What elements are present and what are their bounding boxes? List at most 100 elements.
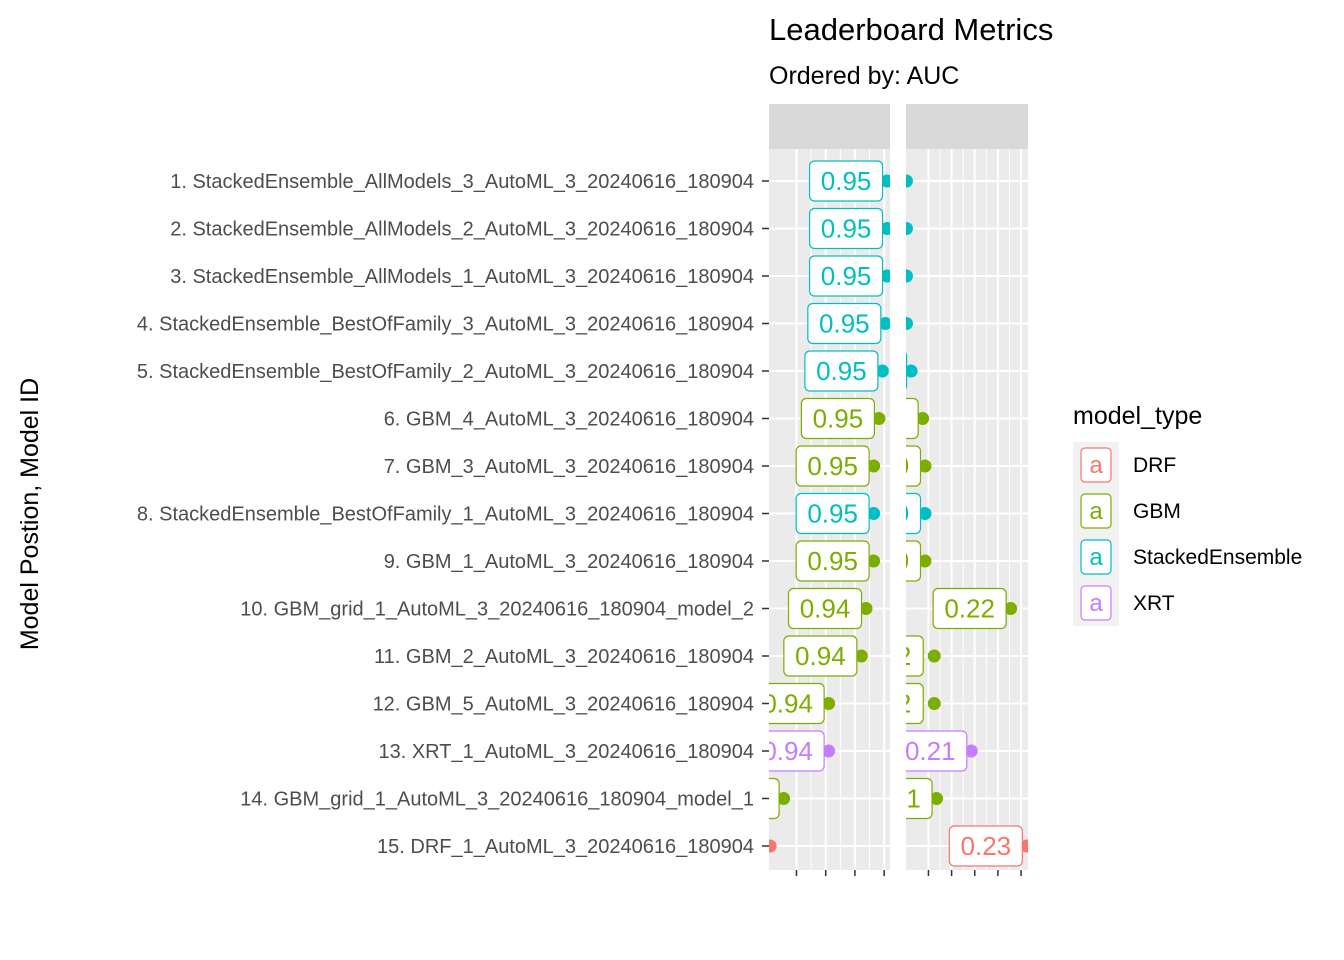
data-label: 0.95 <box>821 261 872 291</box>
legend-key-box <box>1080 539 1112 575</box>
data-label: 0.19 <box>856 404 907 434</box>
data-point <box>927 697 941 710</box>
data-label: 0.95 <box>807 499 858 529</box>
data-point <box>1004 602 1018 615</box>
data-label: 0.19 <box>859 451 910 481</box>
chart-title: Leaderboard Metrics <box>769 12 1053 47</box>
chart-subtitle: Ordered by: AUC <box>769 62 959 90</box>
data-point <box>859 602 873 615</box>
legend-key-glyph: a <box>1089 498 1103 525</box>
data-point <box>918 459 932 473</box>
y-tick-label: 9. GBM_1_AutoML_3_20240616_180904 <box>384 551 754 573</box>
data-label-box <box>906 397 919 440</box>
y-tick-label: 2. StackedEnsemble_AllModels_2_AutoML_3_… <box>170 219 754 241</box>
data-point <box>878 317 890 330</box>
data-label-box <box>787 587 863 630</box>
data-point <box>875 364 889 378</box>
data-label: 0.22 <box>944 594 995 624</box>
data-label-box <box>808 207 884 250</box>
y-tick-label: 12. GBM_5_AutoML_3_20240616_180904 <box>373 694 754 716</box>
data-label-box <box>795 492 870 535</box>
data-label-box <box>808 160 884 202</box>
data-label-box <box>906 352 908 390</box>
data-label-box <box>906 682 924 725</box>
data-point <box>916 412 930 425</box>
y-axis-title: Model Postion, Model ID <box>16 378 44 650</box>
data-layer-logloss: 0.180.180.180.180.190.190.190.190.190.22… <box>856 174 1028 867</box>
data-label-box <box>807 302 882 345</box>
y-tick-label: 6. GBM_4_AutoML_3_20240616_180904 <box>384 409 754 431</box>
data-label-box <box>932 587 1007 630</box>
data-point <box>918 507 932 520</box>
data-label-box <box>769 777 780 820</box>
legend-key-glyph: a <box>1089 590 1103 617</box>
y-tick-label: 1. StackedEnsemble_AllModels_3_AutoML_3_… <box>170 171 754 193</box>
data-label: 0.21 <box>870 784 921 814</box>
data-label: 0.23 <box>961 831 1012 861</box>
y-tick-label: 10. GBM_grid_1_AutoML_3_20240616_180904_… <box>240 599 754 621</box>
data-point <box>906 174 913 188</box>
legend-key-glyph: a <box>1089 544 1103 571</box>
data-label: 0.94 <box>762 736 813 766</box>
data-label: 0.95 <box>819 309 870 339</box>
y-tick-label: 4. StackedEnsemble_BestOfFamily_3_AutoML… <box>137 314 754 336</box>
data-label: 0.95 <box>807 451 858 481</box>
data-label-box <box>906 635 924 677</box>
data-point <box>906 364 918 378</box>
data-point <box>918 554 932 568</box>
data-label-box <box>948 825 1023 867</box>
data-label-box <box>769 682 825 725</box>
data-point <box>822 697 836 710</box>
y-axis-labels: 1. StackedEnsemble_AllModels_3_AutoML_3_… <box>137 171 769 858</box>
legend-key-box <box>1080 447 1112 483</box>
legend-label: DRF <box>1133 454 1176 477</box>
data-point <box>854 649 868 663</box>
data-label: 0.95 <box>821 214 872 244</box>
data-label: 0.19 <box>859 546 910 576</box>
data-label-box <box>795 540 870 582</box>
facet-strip-logloss <box>906 104 1028 149</box>
data-point <box>822 744 836 758</box>
data-label-box <box>906 777 933 820</box>
facet-panels: 0.95 0.95 0.95 0.95 0.95 0.95 0.95 0.95 0.95 0.94… <box>762 104 1028 876</box>
legend-label: GBM <box>1133 500 1181 523</box>
legend-key-box <box>1080 493 1112 529</box>
data-label: 0.95 <box>813 404 864 434</box>
data-point <box>906 222 913 235</box>
data-label-box <box>783 635 858 677</box>
data-label-box <box>804 350 879 392</box>
data-label-box <box>906 445 922 487</box>
data-label-box <box>808 255 884 297</box>
facet-strip-auc <box>769 104 890 149</box>
data-layer-auc: 0.95 0.95 0.95 0.95 0.95 0.95 0.95 0.95 0.95 0.94… <box>762 160 890 853</box>
facet-logloss: 0.180.180.180.180.190.190.190.190.190.22… <box>856 104 1028 876</box>
y-tick-label: 14. GBM_grid_1_AutoML_3_20240616_180904_… <box>240 789 754 811</box>
data-label: 0.2 <box>875 689 911 719</box>
data-point <box>867 554 881 568</box>
y-tick-label: 13. XRT_1_AutoML_3_20240616_180904 <box>378 741 754 763</box>
data-point <box>906 269 913 283</box>
data-label-box <box>906 492 922 535</box>
data-point <box>872 412 886 425</box>
data-point <box>867 507 881 520</box>
data-label: 0.95 <box>816 356 867 386</box>
data-label: 0.94 <box>762 689 813 719</box>
data-point <box>927 649 941 663</box>
data-point <box>777 792 791 805</box>
legend-title: model_type <box>1073 402 1202 430</box>
data-label: 0.94 <box>795 641 846 671</box>
facet-auc: 0.95 0.95 0.95 0.95 0.95 0.95 0.95 0.95 0.95 0.94… <box>762 104 890 876</box>
data-label: 0.2 <box>875 641 911 671</box>
legend-label: XRT <box>1133 592 1175 615</box>
data-label: 0.94 <box>800 594 851 624</box>
data-label-box <box>906 730 968 772</box>
y-tick-label: 3. StackedEnsemble_AllModels_1_AutoML_3_… <box>170 266 754 288</box>
y-tick-label: 5. StackedEnsemble_BestOfFamily_2_AutoML… <box>137 361 754 383</box>
data-point <box>930 792 944 805</box>
y-tick-label: 15. DRF_1_AutoML_3_20240616_180904 <box>377 836 754 858</box>
data-label-box <box>795 445 870 487</box>
y-tick-label: 8. StackedEnsemble_BestOfFamily_1_AutoML… <box>137 504 754 526</box>
data-label: 0.95 <box>807 546 858 576</box>
data-label: 0.95 <box>821 166 872 196</box>
